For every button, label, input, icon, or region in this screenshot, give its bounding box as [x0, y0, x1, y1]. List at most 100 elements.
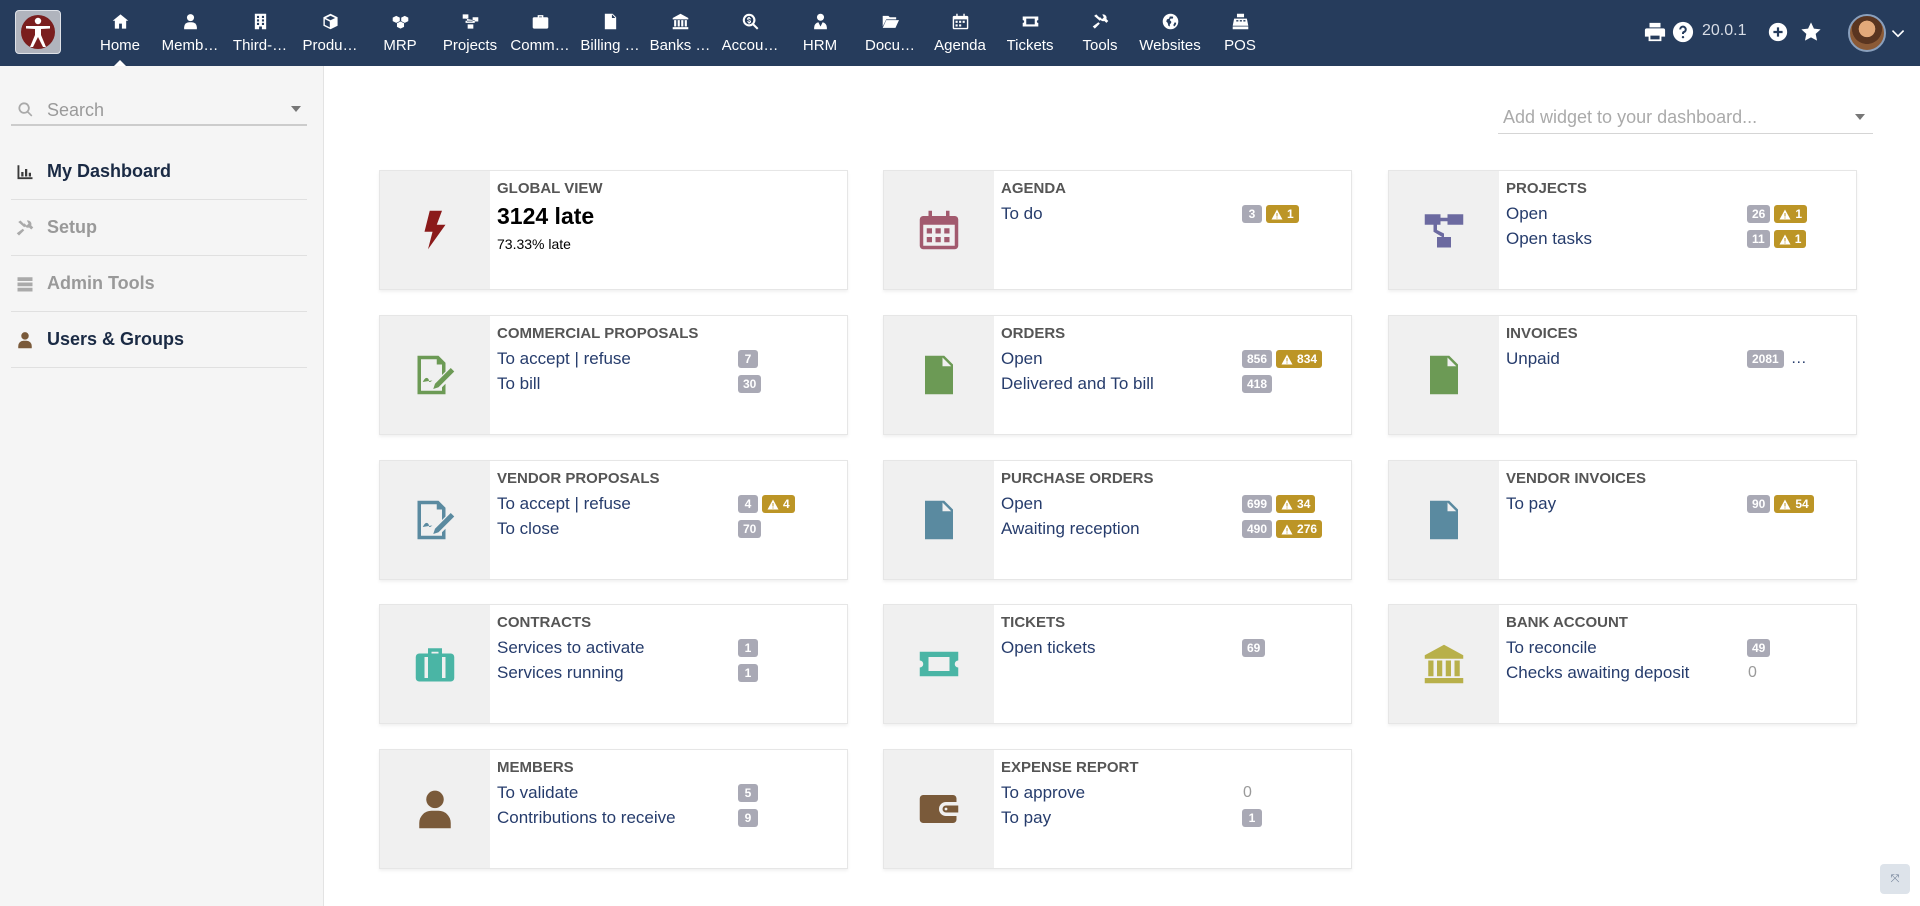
card-row-label[interactable]: To pay	[1001, 808, 1052, 827]
menu-item-tools[interactable]: Tools	[1065, 0, 1135, 66]
card-vendor-proposals[interactable]: VENDOR PROPOSALS To accept | refuse 4 4 To c…	[379, 460, 848, 580]
count-badge[interactable]: 26	[1747, 205, 1771, 223]
card-row[interactable]: Open tickets 69	[1001, 638, 1346, 660]
card-row[interactable]: To reconcile 49	[1506, 638, 1851, 660]
late-warning-badge[interactable]: 834	[1276, 350, 1323, 368]
search-dropdown-caret[interactable]	[291, 106, 301, 112]
card-projects[interactable]: PROJECTS Open 26 1 Open tasks 11 1	[1388, 170, 1857, 290]
menu-item-agenda[interactable]: Agenda	[925, 0, 995, 66]
help-icon[interactable]	[1672, 21, 1694, 43]
count-badge[interactable]: 49	[1747, 639, 1771, 657]
count-badge[interactable]: 7	[738, 350, 758, 368]
collapse-toggle-button[interactable]: ⤧	[1880, 864, 1910, 894]
count-badge[interactable]: 4	[738, 495, 758, 513]
sidebar-item-my-dashboard[interactable]: My Dashboard	[11, 144, 307, 200]
card-row-label[interactable]: Contributions to receive	[497, 808, 676, 827]
card-row[interactable]: Open 699 34	[1001, 494, 1346, 516]
card-row-label[interactable]: Services running	[497, 663, 624, 682]
card-row[interactable]: Checks awaiting deposit 0	[1506, 663, 1851, 685]
card-row[interactable]: Open 856 834	[1001, 349, 1346, 371]
user-avatar[interactable]	[1848, 14, 1886, 52]
card-contracts[interactable]: CONTRACTS Services to activate 1 Services r…	[379, 604, 848, 724]
late-warning-badge[interactable]: 1	[1266, 205, 1299, 223]
count-badge[interactable]: 11	[1747, 230, 1770, 248]
card-members[interactable]: MEMBERS To validate 5 Contributions to rece…	[379, 749, 848, 869]
card-invoices[interactable]: INVOICES Unpaid 2081…	[1388, 315, 1857, 435]
card-row-label[interactable]: Open	[1001, 494, 1043, 513]
card-purchase-orders[interactable]: PURCHASE ORDERS Open 699 34 Awaiting recepti…	[883, 460, 1352, 580]
menu-item-home[interactable]: Home	[85, 0, 155, 66]
card-row[interactable]: To do 3 1	[1001, 204, 1346, 226]
card-expense-report[interactable]: EXPENSE REPORT To approve 0 To pay 1	[883, 749, 1352, 869]
card-commercial-proposals[interactable]: COMMERCIAL PROPOSALS To accept | refuse 7 T…	[379, 315, 848, 435]
late-warning-badge[interactable]: 1	[1774, 205, 1808, 223]
card-row[interactable]: To pay 1	[1001, 808, 1346, 830]
menu-item-mrp[interactable]: MRP	[365, 0, 435, 66]
card-row[interactable]: Unpaid 2081…	[1506, 349, 1851, 371]
print-icon[interactable]	[1644, 21, 1666, 43]
menu-item-members[interactable]: Memb…	[155, 0, 225, 66]
card-row[interactable]: To accept | refuse 4 4	[497, 494, 842, 516]
menu-item-hrm[interactable]: HRM	[785, 0, 855, 66]
count-badge[interactable]: 856	[1242, 350, 1273, 368]
count-badge[interactable]: 69	[1242, 639, 1266, 657]
card-row[interactable]: To pay 90 54	[1506, 494, 1851, 516]
count-badge[interactable]: 1	[738, 664, 758, 682]
late-warning-badge[interactable]: 34	[1276, 495, 1316, 513]
late-warning-badge[interactable]: 4	[762, 495, 795, 513]
menu-item-products[interactable]: Produ…	[295, 0, 365, 66]
add-widget-select[interactable]: Add widget to your dashboard...	[1498, 100, 1873, 134]
count-badge[interactable]: 2081	[1747, 350, 1784, 368]
card-row-label[interactable]: Open	[1001, 349, 1043, 368]
card-row[interactable]: Contributions to receive 9	[497, 808, 842, 830]
card-row-label[interactable]: To close	[497, 519, 560, 538]
plus-circle-icon[interactable]	[1767, 21, 1789, 43]
card-row-label[interactable]: Checks awaiting deposit	[1506, 663, 1690, 682]
count-badge[interactable]: 90	[1747, 495, 1771, 513]
card-row[interactable]: Services to activate 1	[497, 638, 842, 660]
menu-item-accounting[interactable]: Accou…	[715, 0, 785, 66]
card-row[interactable]: To approve 0	[1001, 783, 1346, 805]
card-tickets[interactable]: TICKETS Open tickets 69	[883, 604, 1352, 724]
chevron-down-icon[interactable]	[1892, 26, 1905, 38]
card-row-label[interactable]: To bill	[497, 374, 541, 393]
card-row-label[interactable]: To reconcile	[1506, 638, 1597, 657]
card-global-view[interactable]: GLOBAL VIEW 3124 late 73.33% late	[379, 170, 848, 290]
card-row-label[interactable]: Open tickets	[1001, 638, 1096, 657]
card-row[interactable]: To validate 5	[497, 783, 842, 805]
card-row-label[interactable]: To accept | refuse	[497, 494, 631, 513]
card-row-label[interactable]: To do	[1001, 204, 1043, 223]
card-row[interactable]: Open tasks 11 1	[1506, 229, 1851, 251]
menu-item-documents[interactable]: Docu…	[855, 0, 925, 66]
card-vendor-invoices[interactable]: VENDOR INVOICES To pay 90 54	[1388, 460, 1857, 580]
menu-item-projects[interactable]: Projects	[435, 0, 505, 66]
card-row-label[interactable]: Unpaid	[1506, 349, 1560, 368]
menu-item-billing-payment[interactable]: Billing …	[575, 0, 645, 66]
menu-item-commerce[interactable]: Comm…	[505, 0, 575, 66]
card-row[interactable]: To bill 30	[497, 374, 842, 396]
count-badge[interactable]: 70	[738, 520, 762, 538]
card-row[interactable]: Services running 1	[497, 663, 842, 685]
late-warning-badge[interactable]: 54	[1774, 495, 1814, 513]
menu-item-banks-cash[interactable]: Banks …	[645, 0, 715, 66]
card-row-label[interactable]: Open tasks	[1506, 229, 1592, 248]
count-badge[interactable]: 490	[1242, 520, 1273, 538]
count-badge[interactable]: 1	[738, 639, 758, 657]
card-row-label[interactable]: Delivered and To bill	[1001, 374, 1154, 393]
count-badge[interactable]: 5	[738, 784, 758, 802]
menu-item-third-parties[interactable]: Third-…	[225, 0, 295, 66]
card-row-label[interactable]: To pay	[1506, 494, 1557, 513]
count-badge[interactable]: 30	[738, 375, 762, 393]
late-warning-badge[interactable]: 276	[1276, 520, 1323, 538]
card-row-label[interactable]: Open	[1506, 204, 1548, 223]
search-input[interactable]	[47, 98, 267, 122]
card-row[interactable]: To close 70	[497, 519, 842, 541]
card-row-label[interactable]: To approve	[1001, 783, 1086, 802]
card-orders[interactable]: ORDERS Open 856 834 Delivered and To bill 418	[883, 315, 1352, 435]
card-row[interactable]: Awaiting reception 490 276	[1001, 519, 1346, 541]
card-row-label[interactable]: To validate	[497, 783, 579, 802]
menu-item-websites[interactable]: Websites	[1135, 0, 1205, 66]
card-row-label[interactable]: Awaiting reception	[1001, 519, 1140, 538]
menu-item-pos[interactable]: POS	[1205, 0, 1275, 66]
app-logo[interactable]	[15, 10, 61, 54]
